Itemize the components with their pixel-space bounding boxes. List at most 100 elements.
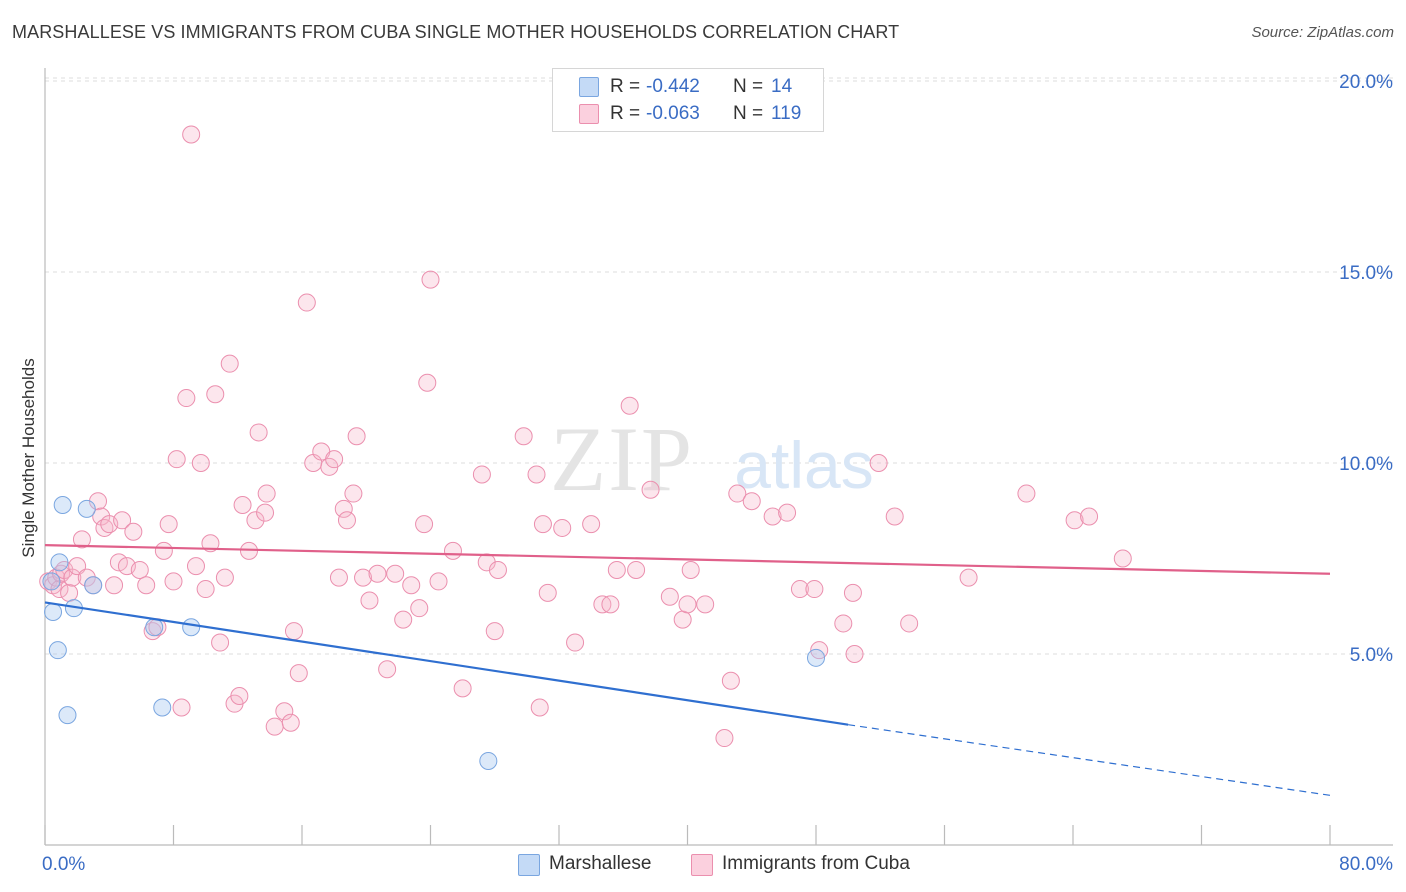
data-point-marshallese [479, 751, 498, 770]
data-point-cuba [386, 564, 405, 583]
data-point-marshallese [182, 618, 201, 637]
data-point-cuba [1065, 511, 1084, 530]
data-point-marshallese [58, 706, 77, 725]
data-point-cuba [673, 610, 692, 629]
data-point-cuba [256, 503, 275, 522]
data-point-cuba [360, 591, 379, 610]
data-point-cuba [60, 583, 79, 602]
data-point-cuba [885, 507, 904, 526]
data-point-cuba [68, 557, 87, 576]
series-marshallese-points [42, 496, 825, 770]
y-tick-label: 15.0% [1339, 263, 1393, 284]
data-point-marshallese [42, 572, 61, 591]
data-point-cuba [715, 729, 734, 748]
legend: R = -0.442 N = 14 R = -0.063 N = 119 [552, 68, 824, 132]
legend-r-value: -0.442 [646, 76, 700, 97]
data-point-cuba [453, 679, 472, 698]
axes [44, 68, 1393, 846]
data-point-cuba [527, 465, 546, 484]
data-point-cuba [220, 354, 239, 373]
trend-line-marshallese-extension [848, 724, 1331, 796]
data-point-cuba [627, 560, 646, 579]
data-point-cuba [172, 698, 191, 717]
data-point-marshallese [153, 698, 172, 717]
data-point-cuba [418, 373, 437, 392]
data-point-cuba [696, 595, 715, 614]
data-point-cuba [167, 450, 186, 469]
data-point-marshallese [84, 576, 103, 595]
data-point-cuba [660, 587, 679, 606]
data-point-cuba [959, 568, 978, 587]
data-point-cuba [790, 580, 809, 599]
legend-r-label: R = [610, 103, 641, 124]
data-point-cuba [206, 385, 225, 404]
data-point-cuba [530, 698, 549, 717]
data-point-marshallese [50, 553, 69, 572]
data-point-cuba [105, 576, 124, 595]
data-point-cuba [721, 671, 740, 690]
data-point-cuba [215, 568, 234, 587]
data-point-marshallese [44, 602, 63, 621]
data-point-cuba [182, 125, 201, 144]
legend-r-label: R = [610, 76, 641, 97]
data-point-cuba [211, 633, 230, 652]
watermark-zip: ZIP [550, 408, 694, 510]
data-point-cuba [354, 568, 373, 587]
data-point-cuba [1113, 549, 1132, 568]
data-point-cuba [429, 572, 448, 591]
data-point-cuba [257, 484, 276, 503]
data-point-cuba [154, 541, 173, 560]
data-point-cuba [337, 511, 356, 530]
data-point-cuba [159, 515, 178, 534]
data-point-cuba [329, 568, 348, 587]
data-point-cuba [63, 568, 82, 587]
data-point-marshallese [53, 496, 72, 515]
data-point-cuba [164, 572, 183, 591]
data-point-cuba [344, 484, 363, 503]
data-point-cuba [472, 465, 491, 484]
data-point-cuba [230, 687, 249, 706]
data-point-cuba [289, 664, 308, 683]
data-point-cuba [347, 427, 366, 446]
data-point-cuba [394, 610, 413, 629]
data-point-marshallese [77, 499, 96, 518]
data-point-cuba [249, 423, 268, 442]
legend-n-value: 14 [771, 76, 793, 97]
data-point-cuba [538, 583, 557, 602]
bottom-legend-swatch-cuba [691, 854, 713, 876]
data-point-cuba [728, 484, 747, 503]
data-point-cuba [582, 515, 601, 534]
data-point-cuba [778, 503, 797, 522]
data-point-cuba [233, 496, 252, 515]
data-point-cuba [553, 518, 572, 537]
legend-row-marshallese: R = -0.442 N = 14 [553, 73, 823, 99]
data-point-cuba [763, 507, 782, 526]
trend-line-marshallese [44, 601, 849, 726]
data-point-cuba [177, 389, 196, 408]
data-point-cuba [681, 560, 700, 579]
trend-line-cuba [44, 544, 1331, 575]
data-point-cuba [124, 522, 143, 541]
legend-row-cuba: R = -0.063 N = 119 [553, 100, 823, 126]
legend-n-label: N = [733, 103, 764, 124]
data-point-cuba [113, 511, 132, 530]
y-tick-label: 20.0% [1339, 72, 1393, 93]
data-point-cuba [485, 622, 504, 641]
data-point-cuba [415, 515, 434, 534]
data-point-cuba [1017, 484, 1036, 503]
data-point-cuba [641, 480, 660, 499]
bottom-legend-label: Immigrants from Cuba [722, 853, 910, 874]
data-point-cuba [566, 633, 585, 652]
data-point-marshallese [48, 641, 67, 660]
data-point-cuba [191, 454, 210, 472]
data-point-cuba [137, 576, 156, 595]
data-point-cuba [284, 622, 303, 641]
data-point-cuba [843, 583, 862, 602]
data-point-cuba [678, 595, 697, 614]
data-point-cuba [275, 702, 294, 721]
gridlines [45, 77, 1393, 655]
data-point-cuba [620, 396, 639, 415]
data-point-cuba [410, 599, 429, 618]
legend-n-label: N = [733, 76, 764, 97]
